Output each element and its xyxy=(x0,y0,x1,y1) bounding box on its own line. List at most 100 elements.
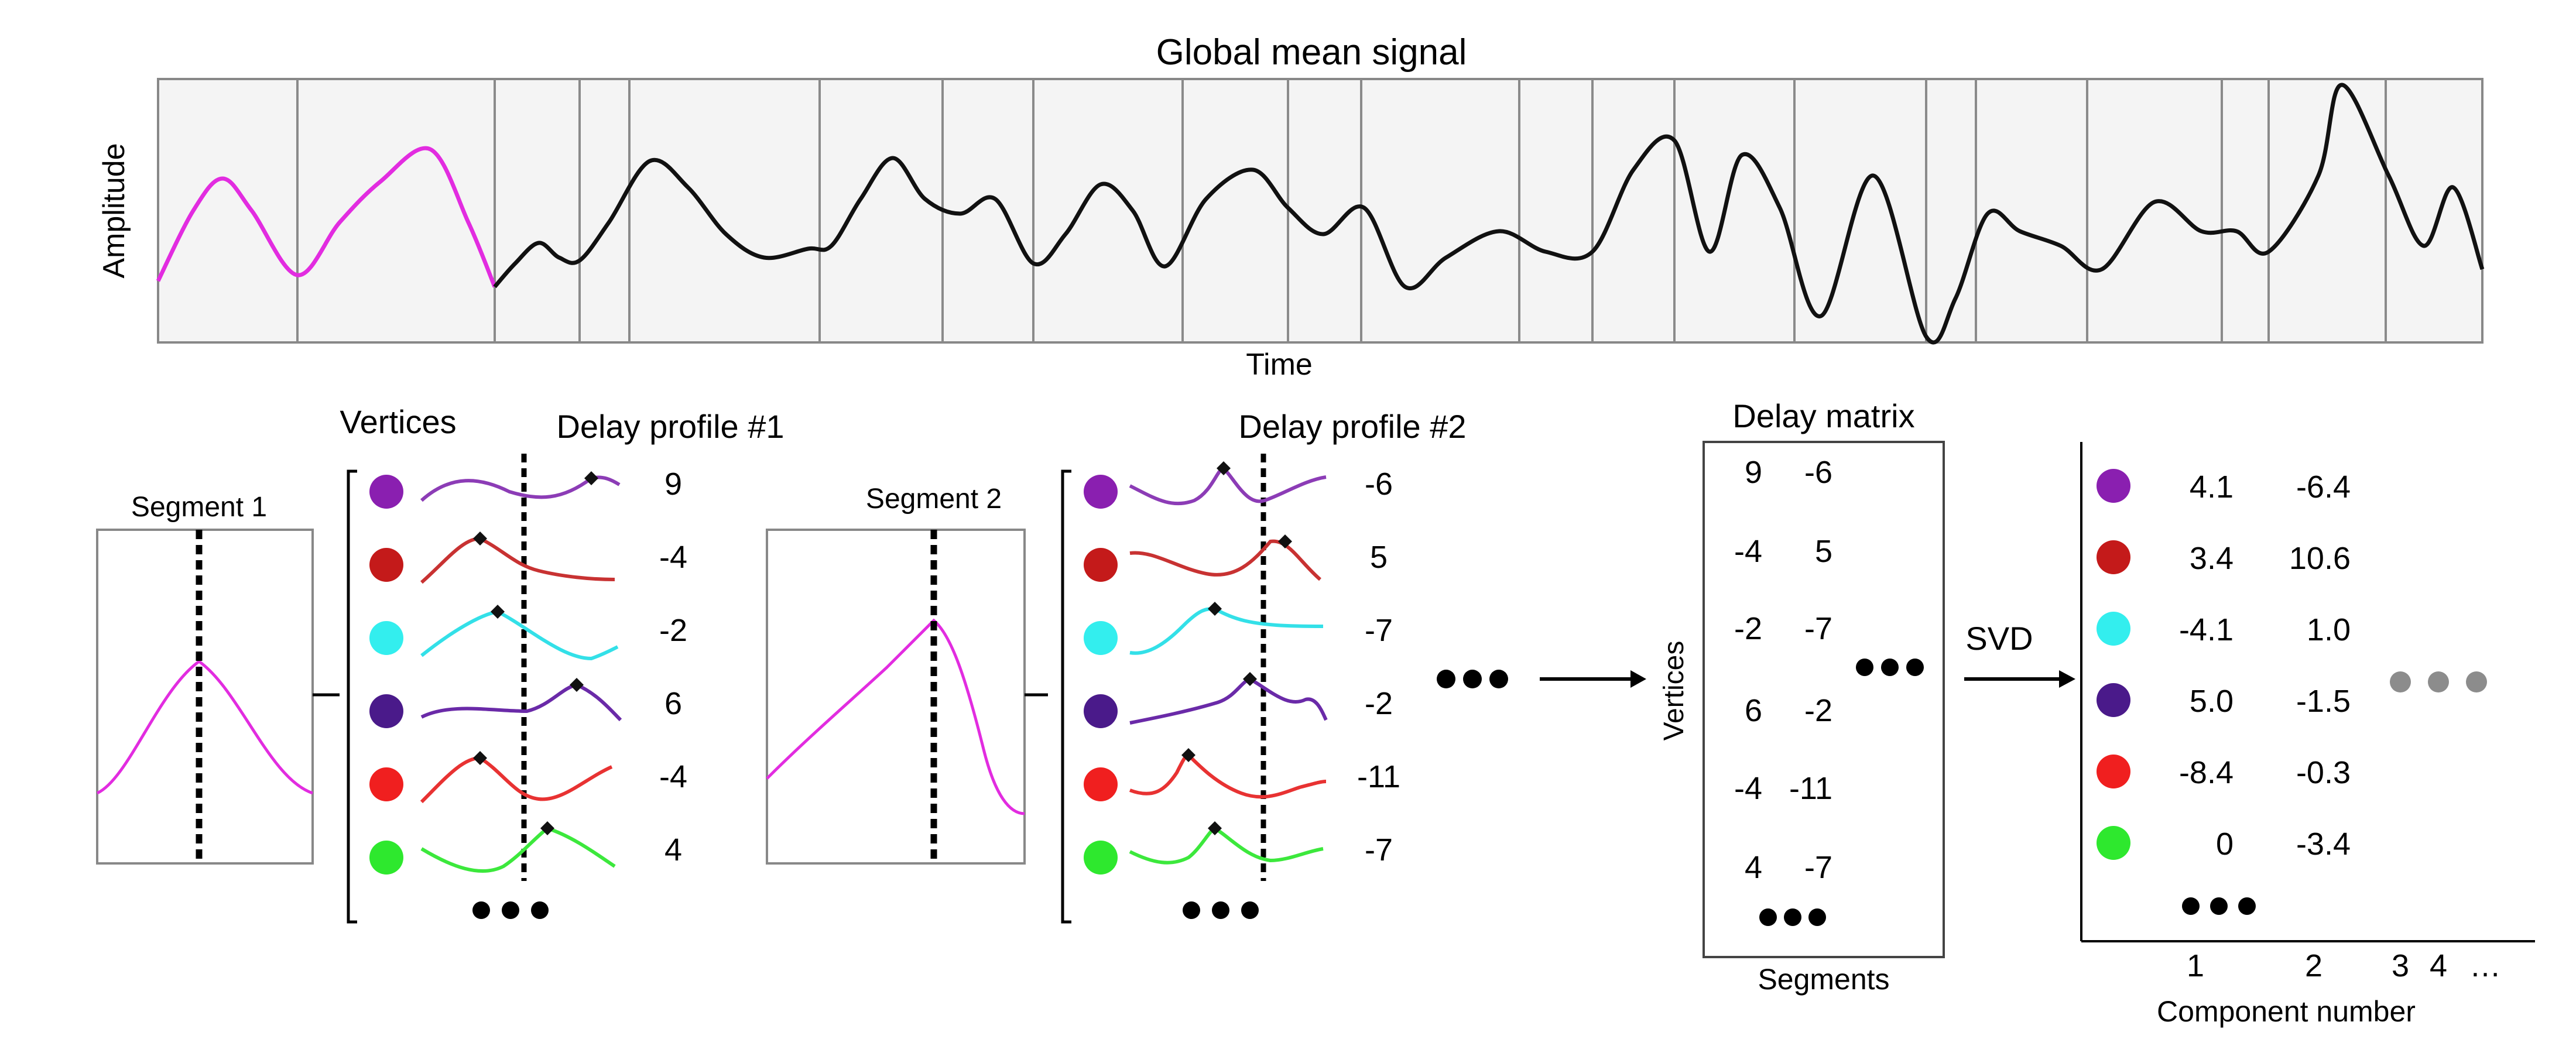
matrix-more-rows-dots xyxy=(1759,908,1826,926)
global-signal-line xyxy=(493,83,2485,345)
vertex-delay-curve xyxy=(420,683,622,722)
more-segments-dots xyxy=(1437,670,1508,688)
component-ticks: 1 2 3 4 … xyxy=(2187,948,2501,983)
vertex-delay-curve xyxy=(1129,606,1324,655)
vertex-delay-curve xyxy=(1129,826,1324,865)
vertex-row: -4 xyxy=(369,531,687,584)
matrix-more-columns-dots xyxy=(1856,659,1924,676)
component-value: -6.4 xyxy=(2296,469,2351,505)
vertex-row: -2 xyxy=(369,605,687,661)
svd-arrow xyxy=(1964,670,2075,688)
matrix-cell: 5 xyxy=(1815,534,1832,569)
vertex-dot xyxy=(369,548,403,582)
vertex-dot xyxy=(369,841,403,875)
vertex-dot xyxy=(2097,540,2130,574)
arrow-to-matrix xyxy=(1540,670,1646,688)
vertex-dot xyxy=(2097,469,2130,503)
more-components-dots xyxy=(2390,671,2487,692)
matrix-cell: -6 xyxy=(1804,455,1832,490)
matrix-cell: -7 xyxy=(1804,611,1832,646)
delay-profile-1-label: Delay profile #1 xyxy=(556,408,784,445)
component-tick: 1 xyxy=(2187,948,2204,983)
matrix-x-label: Segments xyxy=(1758,963,1889,996)
matrix-cell: -4 xyxy=(1734,534,1762,569)
component-row: 0 -3.4 xyxy=(2097,826,2351,862)
segment2-curve xyxy=(766,618,1025,815)
component-axes xyxy=(2080,442,2535,942)
vertex-delay-curve xyxy=(420,609,619,661)
vertex-row: -11 xyxy=(1084,748,1400,801)
delay-value: -6 xyxy=(1365,467,1393,502)
vertex-dot xyxy=(1084,767,1118,801)
vertices-label: Vertices xyxy=(340,403,456,440)
delay-value: -4 xyxy=(659,759,687,794)
component-row: -4.1 1.0 xyxy=(2097,612,2351,647)
delay-profile-1: 9 -4 -2 6 -4 4 xyxy=(369,467,687,919)
peak-marker xyxy=(473,751,487,765)
peak-marker xyxy=(1208,821,1222,835)
component-row: 3.4 10.6 xyxy=(2097,540,2351,576)
peak-marker xyxy=(1278,534,1292,548)
component-value: 5.0 xyxy=(2190,684,2234,719)
vertex-row: 5 xyxy=(1084,534,1388,582)
vertex-dot xyxy=(369,694,403,728)
more-vertices-dots xyxy=(2182,897,2256,915)
signal-first-segments xyxy=(156,146,497,288)
svd-component-values: 4.1 -6.4 3.4 10.6 -4.1 1.0 5.0 -1.5 -8.4… xyxy=(2097,469,2351,862)
delay-value: 9 xyxy=(664,467,682,502)
component-value: 1.0 xyxy=(2307,612,2351,647)
signal-panel xyxy=(157,78,2483,344)
vertex-delay-curve xyxy=(1129,466,1327,506)
matrix-cell: -2 xyxy=(1804,693,1832,728)
peak-marker xyxy=(473,531,487,546)
bracket-2 xyxy=(1061,469,1071,924)
component-tick: 4 xyxy=(2430,948,2447,983)
signal-x-label: Time xyxy=(1246,348,1313,382)
vertex-dot xyxy=(2097,826,2130,860)
signal-y-label: Amplitude xyxy=(97,143,131,278)
component-value: 0 xyxy=(2216,827,2234,862)
component-value: 3.4 xyxy=(2190,541,2234,576)
vertex-row: 4 xyxy=(369,821,682,875)
matrix-cell: -7 xyxy=(1804,850,1832,885)
delay-value: -11 xyxy=(1357,759,1400,794)
vertex-delay-curve xyxy=(420,475,621,502)
delay-value: 5 xyxy=(1370,540,1388,575)
peak-marker xyxy=(570,678,584,692)
component-row: -8.4 -0.3 xyxy=(2097,755,2351,790)
vertex-delay-curve xyxy=(1129,677,1328,725)
component-tick: 2 xyxy=(2305,948,2322,983)
component-value: 10.6 xyxy=(2289,541,2351,576)
matrix-cell: -4 xyxy=(1734,771,1762,806)
component-row: 4.1 -6.4 xyxy=(2097,469,2351,505)
peak-marker xyxy=(1181,748,1195,762)
vertex-row: 6 xyxy=(369,678,682,728)
vertex-dot xyxy=(369,475,403,509)
vertex-delay-curve xyxy=(420,536,615,584)
matrix-cell: -11 xyxy=(1789,771,1832,806)
bracket-1 xyxy=(347,469,357,924)
vertex-dot xyxy=(1084,694,1118,728)
delay-value: 6 xyxy=(664,686,682,721)
delay-value: 4 xyxy=(664,832,682,867)
matrix-cell: 9 xyxy=(1745,455,1762,490)
segment2-panel xyxy=(766,529,1026,865)
vertex-row: -4 xyxy=(369,751,687,804)
component-value: -1.5 xyxy=(2296,684,2351,719)
delay-value: -7 xyxy=(1365,832,1393,867)
delay-matrix-box xyxy=(1703,441,1945,958)
component-value: -4.1 xyxy=(2179,612,2234,647)
segment1-curve xyxy=(96,659,313,795)
vertex-delay-curve xyxy=(1129,539,1321,581)
component-tick: … xyxy=(2469,948,2501,983)
more-vertices-dots xyxy=(1183,901,1259,919)
vertex-dot xyxy=(369,621,403,655)
signal-title: Global mean signal xyxy=(1156,32,1467,73)
vertex-row: -7 xyxy=(1084,821,1393,875)
peak-marker xyxy=(1217,461,1231,475)
delay-value: -4 xyxy=(659,540,687,575)
delay-profile-2-label: Delay profile #2 xyxy=(1238,408,1466,445)
segment-boundaries xyxy=(296,79,2387,342)
vertex-dot xyxy=(1084,475,1118,509)
